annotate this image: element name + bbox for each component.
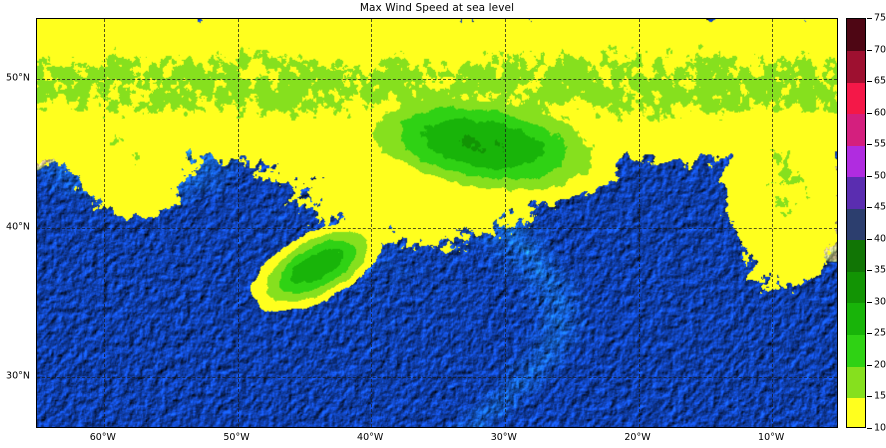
colorbar-tick-mark <box>867 175 872 177</box>
y-tick-label: 40°N <box>6 221 30 233</box>
colorbar-tick-label: 40 <box>874 233 886 245</box>
colorbar-band <box>847 113 865 146</box>
colorbar-tick-mark <box>867 364 872 366</box>
x-tick-label: 30°W <box>490 432 517 443</box>
colorbar-band <box>847 176 865 209</box>
colorbar-tick-label: 20 <box>874 359 886 371</box>
colorbar-tick-mark <box>867 396 872 398</box>
colorbar-tick-mark <box>867 49 872 51</box>
colorbar-band <box>847 239 865 272</box>
colorbar-tick-label: 50 <box>874 170 886 182</box>
colorbar-band <box>847 145 865 178</box>
colorbar-tick-label: 75 <box>874 12 886 24</box>
colorbar-band <box>847 334 865 367</box>
colorbar-tick-mark <box>867 301 872 303</box>
x-tick-label: 60°W <box>89 432 116 443</box>
colorbar-band <box>847 50 865 83</box>
colorbar-band <box>847 397 865 427</box>
colorbar-tick-label: 45 <box>874 201 886 213</box>
colorbar-band <box>847 302 865 335</box>
colorbar-band <box>847 271 865 304</box>
colorbar-band <box>847 82 865 115</box>
colorbar-tick-mark <box>867 207 872 209</box>
y-tick-label: 30°N <box>6 370 30 382</box>
colorbar-tick-label: 55 <box>874 138 886 150</box>
colorbar-tick-label: 25 <box>874 327 886 339</box>
colorbar-tick-mark <box>867 270 872 272</box>
colorbar-tick-label: 30 <box>874 296 886 308</box>
colorbar-tick-mark <box>867 18 872 19</box>
colorbar-tick-mark <box>867 238 872 240</box>
x-tick-label: 50°W <box>223 432 250 443</box>
colorbar-tick-label: 35 <box>874 264 886 276</box>
colorbar-band <box>847 365 865 399</box>
colorbar[interactable] <box>846 18 866 428</box>
x-tick-label: 40°W <box>357 432 384 443</box>
page-title: Max Wind Speed at sea level <box>359 2 515 14</box>
colorbar-tick-mark <box>867 144 872 146</box>
colorbar-tick-label: 10 <box>874 422 886 434</box>
colorbar-tick-label: 60 <box>874 107 886 119</box>
wind-speed-map[interactable] <box>37 19 837 427</box>
x-tick-label: 20°W <box>624 432 651 443</box>
colorbar-tick-label: 15 <box>874 390 886 402</box>
colorbar-tick-label: 70 <box>874 44 886 56</box>
colorbar-band <box>847 208 865 241</box>
colorbar-tick-label: 65 <box>874 75 886 87</box>
colorbar-tick-mark <box>867 112 872 114</box>
colorbar-tick-mark <box>867 81 872 83</box>
colorbar-band <box>847 19 865 52</box>
colorbar-tick-mark <box>867 428 872 429</box>
x-tick-label: 10°W <box>758 432 785 443</box>
colorbar-tick-mark <box>867 333 872 335</box>
y-tick-label: 50°N <box>6 72 30 84</box>
map-axes[interactable] <box>36 18 838 428</box>
